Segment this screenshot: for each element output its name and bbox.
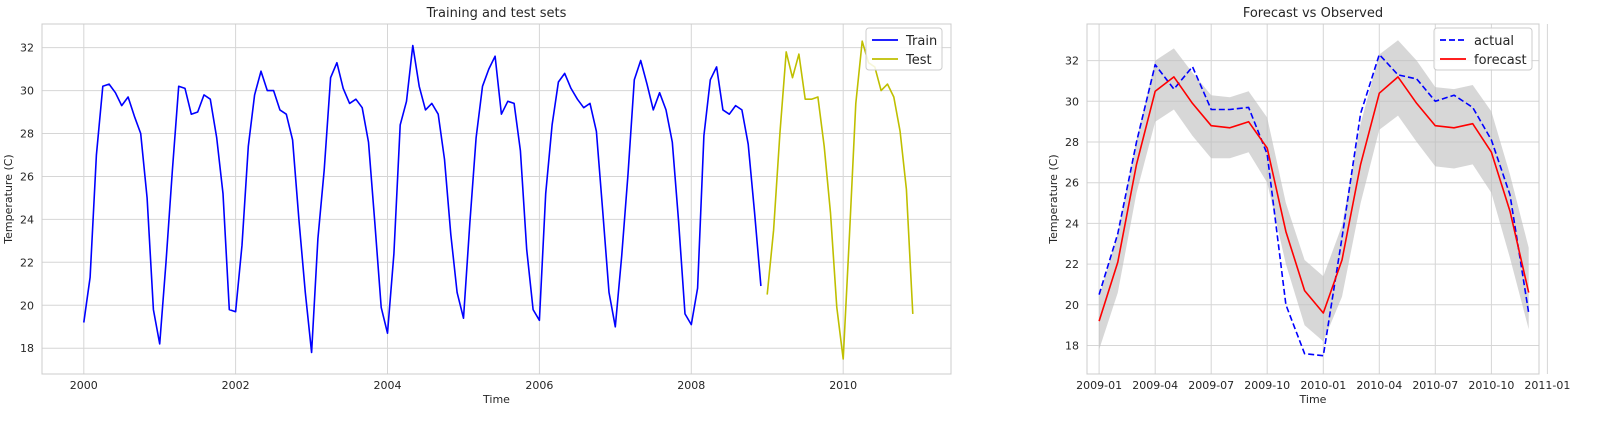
x-tick-label: 2004 (374, 379, 402, 392)
y-tick-label: 22 (20, 256, 34, 269)
x-tick-label: 2009-10 (1244, 379, 1290, 392)
confidence-band (1099, 40, 1529, 350)
x-tick-label: 2011-01 (1524, 379, 1570, 392)
x-axis-label: Time (1299, 393, 1327, 406)
x-tick-label: 2000 (70, 379, 98, 392)
x-tick-label: 2009-07 (1188, 379, 1234, 392)
y-tick-label: 24 (20, 213, 34, 226)
chart-title: Forecast vs Observed (1243, 6, 1383, 21)
x-tick-label: 2010-01 (1300, 379, 1346, 392)
y-tick-label: 20 (1065, 299, 1079, 312)
legend: actual forecast (1433, 27, 1533, 71)
y-axis-label: Temperature (C) (1047, 154, 1060, 244)
axes-frame (1086, 23, 1540, 375)
x-tick-label: 2008 (677, 379, 705, 392)
y-tick-label: 18 (1065, 340, 1079, 353)
legend-label-actual: actual (1474, 34, 1514, 49)
y-tick-label: 32 (1065, 55, 1079, 68)
y-tick-label: 28 (1065, 136, 1079, 149)
x-tick-label: 2010-10 (1468, 379, 1514, 392)
y-tick-label: 24 (1065, 217, 1079, 230)
x-tick-label: 2010 (829, 379, 857, 392)
y-tick-label: 30 (20, 85, 34, 98)
x-axis-label: Time (482, 393, 510, 406)
x-tick-label: 2010-04 (1356, 379, 1402, 392)
axes-frame (41, 23, 952, 375)
x-tick-label: 2006 (525, 379, 553, 392)
series-line-actual (1098, 53, 1530, 357)
y-tick-label: 28 (20, 128, 34, 141)
legend-label-forecast: forecast (1474, 53, 1527, 68)
chart-panel-1: 2000 2002 2004 2006 2008 2010 18 20 22 24 26 28 30 32… (2, 6, 952, 406)
y-tick-label: 22 (1065, 258, 1079, 271)
x-tick-label: 2009-04 (1132, 379, 1178, 392)
legend-label-train: Train (905, 34, 937, 49)
chart-title: Training and test sets (426, 6, 567, 21)
x-tick-label: 2009-01 (1076, 379, 1122, 392)
y-tick-label: 26 (1065, 177, 1079, 190)
chart-panel-2: 2009-01 2009-04 2009-07 2009-10 2010-01 2010-… (1047, 6, 1570, 406)
series-line-train (83, 44, 762, 354)
series-line-forecast (1098, 76, 1530, 322)
y-tick-label: 30 (1065, 95, 1079, 108)
y-tick-label: 26 (20, 171, 34, 184)
legend: Train Test (865, 27, 943, 71)
legend-label-test: Test (905, 53, 932, 68)
x-tick-label: 2002 (222, 379, 250, 392)
y-tick-label: 32 (20, 42, 34, 55)
x-tick-label: 2010-07 (1412, 379, 1458, 392)
y-tick-label: 20 (20, 299, 34, 312)
series-line-test (766, 40, 914, 360)
y-axis-label: Temperature (C) (2, 154, 15, 244)
y-tick-label: 18 (20, 342, 34, 355)
